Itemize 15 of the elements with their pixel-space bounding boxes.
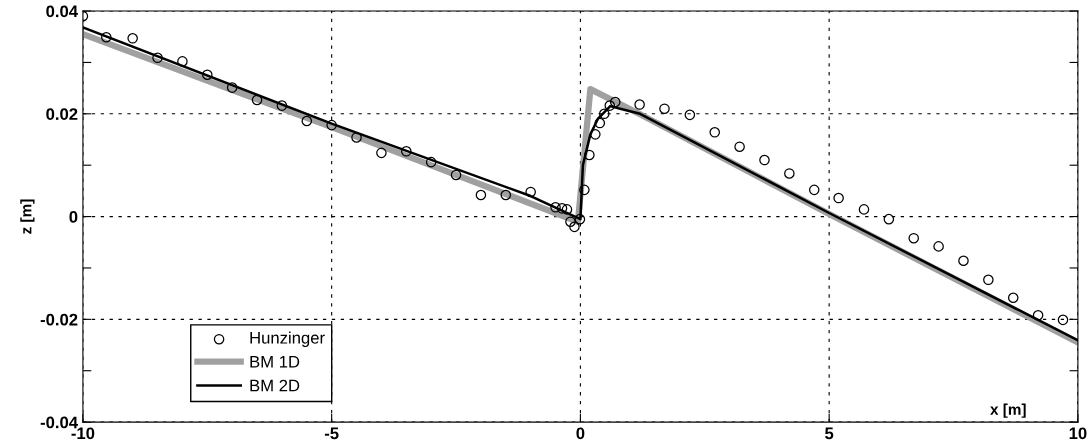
y-tick-label: -0.02 (40, 313, 78, 326)
legend-label: BM 2D (250, 379, 300, 392)
y-tick-label: 0.02 (46, 108, 78, 121)
x-tick-label: 10 (1069, 427, 1087, 440)
x-tick-label: 0 (576, 427, 585, 440)
y-axis-title: z [m] (20, 199, 35, 234)
y-tick-label: 0 (69, 210, 78, 223)
x-tick-label: 5 (825, 427, 834, 440)
x-tick-label: -5 (324, 427, 339, 440)
legend-label: Hunzinger (250, 331, 325, 348)
y-tick-label: -0.04 (40, 416, 78, 429)
x-tick-label: -10 (71, 427, 95, 440)
y-tick-label: 0.04 (46, 5, 78, 18)
legend-label: BM 1D (250, 355, 300, 368)
x-axis-title: x [m] (990, 403, 1026, 418)
